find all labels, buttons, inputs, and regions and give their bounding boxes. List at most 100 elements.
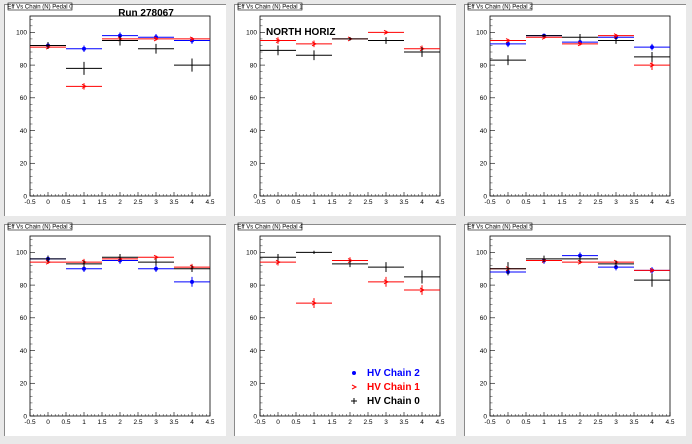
data-point (383, 279, 390, 285)
x-tick-label: 3.5 (399, 199, 408, 206)
x-tick-label: 4 (420, 419, 424, 426)
y-tick-label: 80 (480, 282, 488, 289)
data-point (45, 259, 52, 265)
data-series (490, 255, 670, 287)
x-tick-label: 0 (276, 199, 280, 206)
legend-label: HV Chain 2 (367, 368, 420, 379)
data-point (613, 33, 620, 39)
data-point (347, 258, 354, 263)
x-tick-label: 2 (578, 199, 582, 206)
y-tick-label: 20 (20, 161, 28, 168)
x-tick-label: -0.5 (484, 419, 496, 426)
pad-title: Eff Vs Chain (N) Pedal 3 (7, 225, 73, 231)
data-point (153, 36, 160, 42)
data-point (82, 46, 86, 51)
y-tick-label: 60 (480, 95, 488, 102)
x-tick-label: 2.5 (363, 199, 372, 206)
x-tick-label: 3 (384, 419, 388, 426)
x-tick-label: 2.5 (363, 419, 372, 426)
y-tick-label: 80 (20, 62, 28, 69)
x-tick-label: 3.5 (169, 199, 178, 206)
data-series (260, 250, 440, 284)
plot-annotation: Run 278067 (118, 8, 174, 19)
x-tick-label: 2.5 (593, 419, 602, 426)
data-point (649, 267, 656, 273)
data-series (260, 37, 440, 61)
y-tick-label: 40 (250, 128, 258, 135)
chart-pad: Eff Vs Chain (N) Pedal 0 -0.5 0 0.5 1 1.5 2 2.5… (4, 2, 226, 216)
chart-svg: Eff Vs Chain (N) Pedal 0-0.5 0 0.5 1 1.5 2 2.5… (7, 2, 215, 206)
legend-marker (352, 371, 356, 375)
x-tick-label: 0 (506, 419, 510, 426)
data-point (650, 45, 654, 50)
x-tick-label: 0.5 (521, 199, 530, 206)
data-point (154, 266, 158, 271)
x-tick-label: 0 (46, 419, 50, 426)
data-point (649, 62, 656, 68)
chart-pad: Eff Vs Chain (N) Pedal 3 -0.5 0 0.5 1 1.5 2 2.5… (4, 222, 226, 436)
x-tick-label: 3.5 (629, 419, 638, 426)
y-tick-label: 100 (246, 30, 257, 37)
pad-title: Eff Vs Chain (N) Pedal 1 (237, 5, 303, 11)
pad-title: Eff Vs Chain (N) Pedal 5 (467, 225, 533, 231)
y-tick-label: 40 (250, 348, 258, 355)
chart-pad: Eff Vs Chain (N) Pedal 5 -0.5 0 0.5 1 1.5 2 2.5… (464, 222, 686, 436)
y-tick-label: 60 (250, 315, 258, 322)
legend-marker (351, 384, 358, 390)
data-series (30, 35, 210, 75)
x-tick-label: 4.5 (435, 419, 444, 426)
chart-pad: Eff Vs Chain (N) Pedal 1 -0.5 0 0.5 1 1.5 2 2.5… (234, 2, 456, 216)
x-tick-label: -0.5 (24, 199, 36, 206)
x-tick-label: -0.5 (254, 419, 266, 426)
chart-pad: Eff Vs Chain (N) Pedal 4 -0.5 0 0.5 1 1.5 2 2.5… (234, 222, 456, 436)
data-point (419, 46, 426, 52)
y-tick-label: 20 (250, 381, 258, 388)
y-tick-label: 60 (20, 315, 28, 322)
pad-title-box (467, 222, 533, 231)
x-tick-label: 4 (650, 199, 654, 206)
data-point (81, 83, 88, 89)
y-tick-label: 80 (480, 62, 488, 69)
y-tick-label: 100 (476, 30, 487, 37)
y-tick-label: 80 (20, 282, 28, 289)
data-point (275, 38, 282, 43)
data-point (614, 265, 618, 270)
x-tick-label: -0.5 (24, 419, 36, 426)
y-tick-label: 100 (16, 30, 27, 37)
x-tick-label: 4.5 (205, 419, 214, 426)
chart-svg: Eff Vs Chain (N) Pedal 5-0.5 0 0.5 1 1.5 2 2.5… (467, 222, 675, 426)
data-point (383, 29, 390, 35)
data-point (153, 254, 160, 260)
pad-title: Eff Vs Chain (N) Pedal 0 (7, 5, 73, 11)
pad-title: Eff Vs Chain (N) Pedal 2 (467, 5, 533, 11)
data-series (30, 254, 210, 272)
x-tick-label: 1 (82, 199, 86, 206)
x-tick-label: 2 (578, 419, 582, 426)
x-tick-label: 3 (614, 419, 618, 426)
pad-title-box (467, 2, 533, 11)
y-tick-label: 20 (250, 161, 258, 168)
x-tick-label: 1 (542, 199, 546, 206)
x-tick-label: 2.5 (133, 419, 142, 426)
x-tick-label: 1.5 (97, 199, 106, 206)
data-point (189, 36, 196, 42)
data-point (311, 300, 318, 306)
chart-svg: Eff Vs Chain (N) Pedal 2-0.5 0 0.5 1 1.5 2 2.5… (467, 2, 675, 206)
x-tick-label: 2.5 (593, 199, 602, 206)
pad-title-box (7, 222, 73, 231)
legend-label: HV Chain 0 (367, 396, 420, 407)
y-tick-label: 0 (483, 413, 487, 420)
x-tick-label: 1.5 (557, 419, 566, 426)
x-tick-label: 2 (118, 419, 122, 426)
pad-title-box (237, 222, 303, 231)
x-tick-label: 0.5 (291, 199, 300, 206)
chart-pad: Eff Vs Chain (N) Pedal 2 -0.5 0 0.5 1 1.5 2 2.5… (464, 2, 686, 216)
x-tick-label: 4 (190, 419, 194, 426)
y-tick-label: 20 (20, 381, 28, 388)
pad-title: Eff Vs Chain (N) Pedal 4 (237, 225, 303, 231)
x-tick-label: 1 (82, 419, 86, 426)
x-tick-label: 0 (276, 419, 280, 426)
data-point (82, 266, 86, 271)
chart-svg: Eff Vs Chain (N) Pedal 3-0.5 0 0.5 1 1.5 2 2.5… (7, 222, 215, 426)
